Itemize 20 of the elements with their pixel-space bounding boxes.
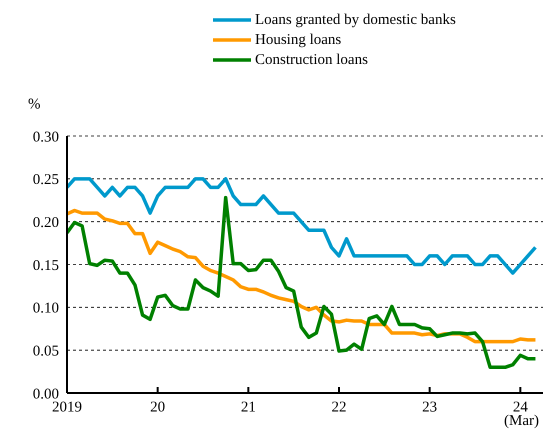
y-tick-label: 0.05	[32, 343, 59, 360]
x-tick-label: 23	[422, 400, 438, 416]
x-tick-label: 24	[512, 400, 528, 416]
y-tick-label: 0.10	[32, 300, 59, 317]
line-series	[67, 177, 538, 275]
y-tick-label: 0.20	[32, 214, 59, 231]
x-tick-label: 20	[150, 400, 166, 416]
y-tick-label: 0.30	[32, 129, 59, 146]
y-tick-label: 0.00	[32, 386, 59, 402]
y-tick-label: 0.25	[32, 172, 59, 188]
legend-label: Construction loans	[255, 51, 368, 70]
x-tick-label: 2019	[52, 400, 82, 416]
line-series	[67, 196, 538, 370]
y-axis-title: %	[28, 96, 40, 113]
text: (Mar)	[504, 413, 539, 430]
y-tick-label: 0.15	[32, 258, 59, 274]
x-tick-label: 21	[240, 400, 256, 416]
x-tick-label: 22	[332, 400, 346, 416]
legend-label: Housing loans	[255, 31, 342, 50]
legend-label: Loans granted by domestic banks	[255, 11, 456, 30]
